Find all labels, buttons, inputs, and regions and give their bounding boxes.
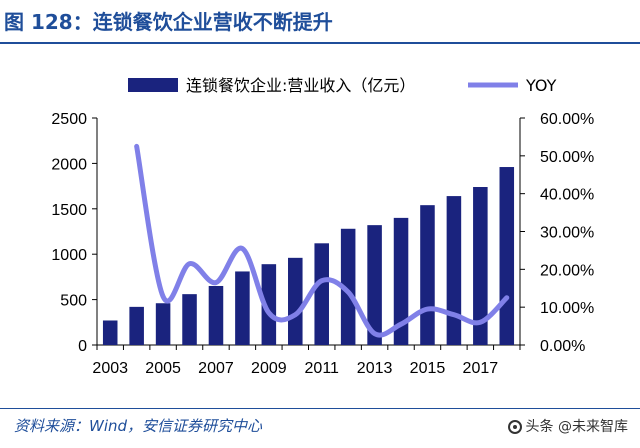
figure-title: 图 128：连锁餐饮企业营收不断提升	[4, 10, 333, 34]
bar-2003	[102, 320, 118, 345]
bar-2011	[314, 243, 329, 345]
watermark-logo-icon	[507, 420, 522, 434]
watermark: 头条 @未来智库	[507, 415, 628, 439]
bar-2013	[367, 225, 382, 345]
x-tick-label: 2003	[92, 360, 128, 377]
legend-swatch-revenue	[128, 78, 178, 92]
legend-label-yoy: YOY	[525, 76, 557, 95]
y-right-tick-label: 0.00%	[540, 338, 585, 355]
legend-label-revenue: 连锁餐饮企业:营业收入（亿元）	[186, 76, 415, 95]
bar-2006	[182, 294, 197, 345]
y-right-tick-label: 30.00%	[540, 225, 594, 242]
y-left-tick-label: 1000	[51, 247, 87, 264]
x-tick-label: 2011	[305, 360, 340, 377]
y-right-tick-label: 50.00%	[540, 149, 594, 166]
y-left-tick-label: 1500	[51, 202, 87, 219]
yoy-line	[134, 143, 510, 338]
x-tick-label: 2015	[410, 360, 446, 377]
y-left-tick-label: 0	[78, 338, 87, 355]
y-left-tick-label: 500	[60, 293, 87, 310]
y-right-tick-label: 40.00%	[540, 187, 594, 204]
bar-2010	[288, 257, 303, 345]
bar-2014	[393, 217, 409, 345]
chart-legend: 连锁餐饮企业:营业收入（亿元） YOY	[128, 76, 557, 95]
y-left-tick-label: 2000	[51, 156, 87, 173]
x-tick-label: 2009	[251, 360, 287, 377]
x-tick-label: 2017	[463, 360, 499, 377]
x-tick-label: 2005	[145, 360, 181, 377]
bar-2015	[420, 205, 435, 345]
bar-2007	[208, 285, 224, 345]
bar-2008	[235, 271, 250, 345]
revenue-chart: 连锁餐饮企业:营业收入（亿元） YOY 0 500 1000 1500 2000 2500…	[51, 76, 594, 377]
title-rule	[0, 42, 640, 44]
bar-2004	[129, 306, 144, 345]
x-tick-label: 2007	[198, 360, 234, 377]
source-note: 资料来源：Wind，安信证券研究中心	[14, 417, 263, 435]
bar-2016	[446, 196, 462, 345]
y-right-tick-label: 60.00%	[540, 111, 594, 128]
bar-2009	[261, 264, 277, 345]
bar-2017	[473, 187, 488, 345]
bar-2005	[155, 303, 171, 345]
watermark-text: 头条 @未来智库	[525, 419, 628, 435]
y-right-tick-label: 10.00%	[540, 300, 594, 317]
y-right-tick-label: 20.00%	[540, 262, 594, 279]
source-rule	[0, 408, 640, 409]
bar-2012	[340, 228, 356, 345]
y-left-tick-label: 2500	[51, 111, 87, 128]
x-tick-label: 2013	[357, 360, 393, 377]
bar-2018	[499, 167, 515, 345]
